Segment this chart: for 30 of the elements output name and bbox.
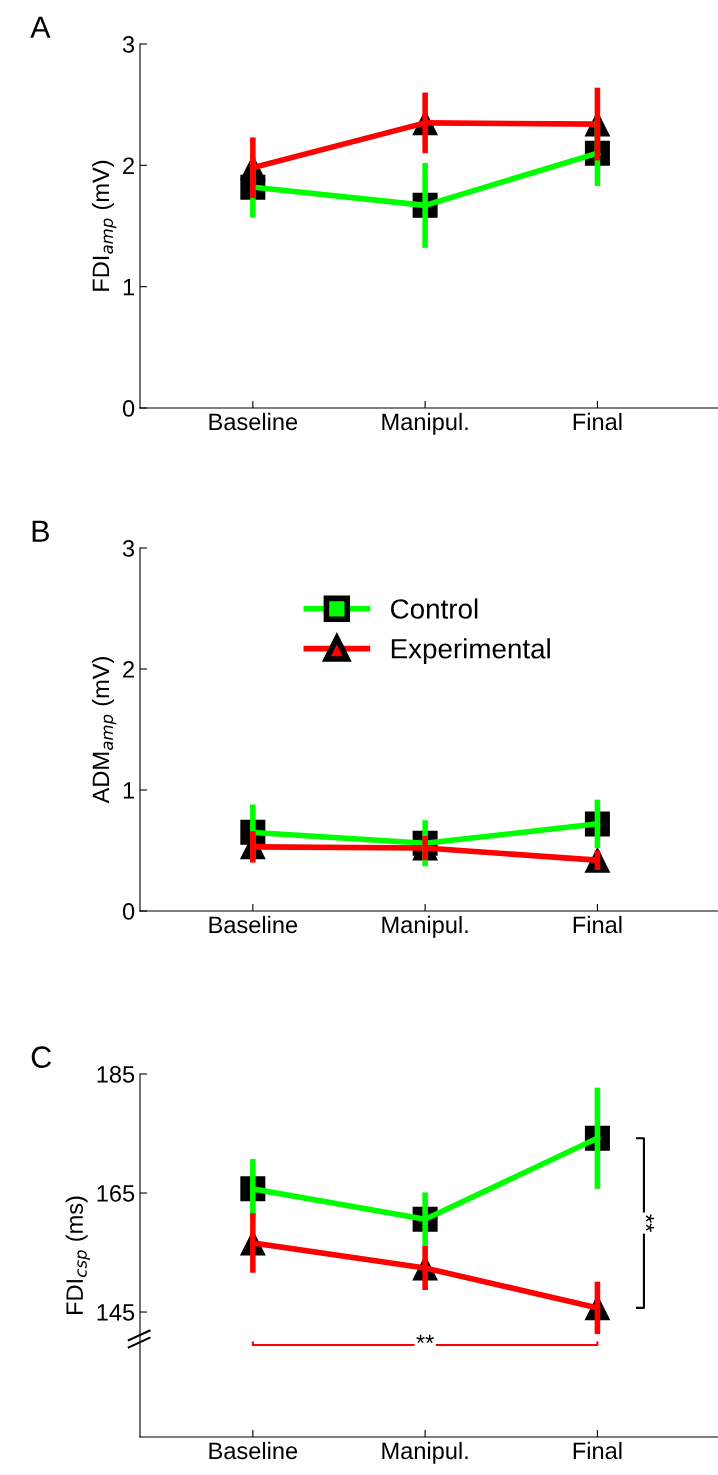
y-tick-label: 3 bbox=[122, 36, 135, 53]
x-tick-label: Baseline bbox=[209, 412, 298, 431]
y-tick-label: 3 bbox=[122, 540, 135, 557]
chart-title: B bbox=[32, 520, 49, 542]
annotation: ** bbox=[416, 1334, 434, 1344]
chart-title: A bbox=[30, 16, 51, 38]
x-tick-label: Final bbox=[573, 915, 622, 934]
y-tick-label: 185 bbox=[97, 1066, 135, 1083]
x-tick-label: Baseline bbox=[209, 915, 298, 934]
legend-label: Experimental bbox=[391, 638, 550, 665]
legend-label: Control bbox=[391, 598, 478, 619]
x-tick-label: Baseline bbox=[209, 1441, 298, 1460]
x-tick-label: Manipul. bbox=[382, 915, 468, 938]
y-tick-label: 0 bbox=[122, 903, 135, 920]
y-axis-title: FDI$_{amp}$ (mV) bbox=[91, 160, 117, 291]
y-axis-title: FDI$_{csp}$ (ms) bbox=[65, 1196, 91, 1315]
chart-title: C bbox=[31, 1046, 52, 1068]
y-tick-label: 165 bbox=[97, 1185, 135, 1202]
x-tick-label: Final bbox=[573, 412, 622, 431]
x-tick-label: Final bbox=[573, 1441, 622, 1460]
x-tick-label: Manipul. bbox=[382, 1441, 468, 1464]
y-tick-label: 145 bbox=[97, 1304, 135, 1321]
y-tick-label: 0 bbox=[122, 400, 135, 417]
y-tick-label: 2 bbox=[123, 661, 134, 678]
y-tick-label: 1 bbox=[123, 782, 134, 799]
y-tick-label: 2 bbox=[123, 157, 134, 174]
x-tick-label: Manipul. bbox=[382, 412, 468, 435]
y-axis-title: ADM$_{amp}$ (mV) bbox=[91, 657, 117, 804]
y-tick-label: 1 bbox=[123, 278, 134, 296]
annotation: ** bbox=[645, 1214, 655, 1232]
